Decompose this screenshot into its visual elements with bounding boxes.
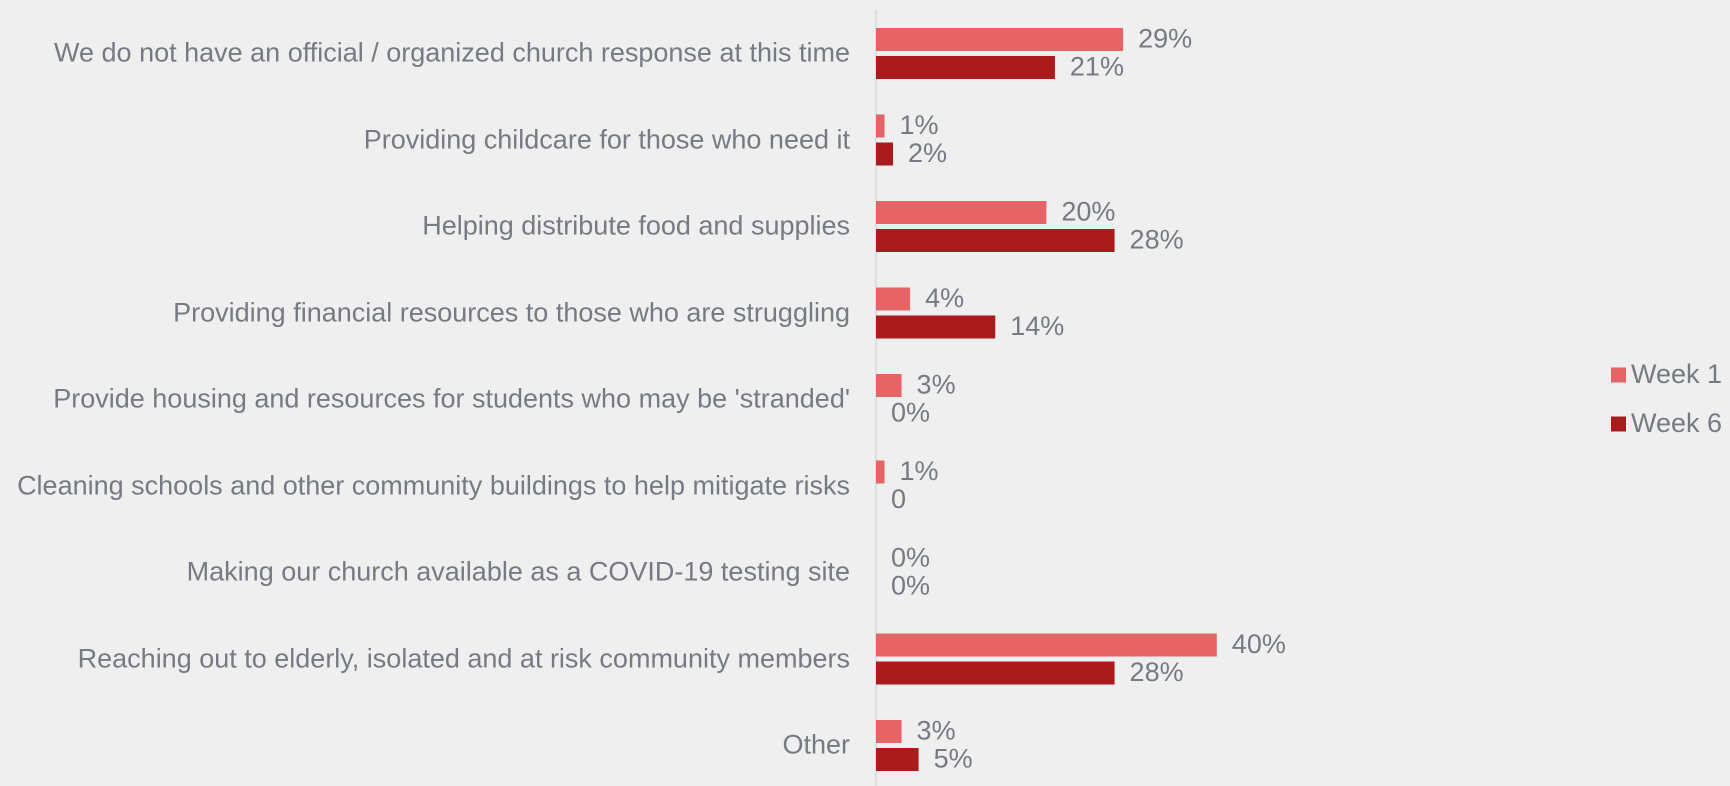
data-label: 21%: [1070, 52, 1124, 82]
bar: [876, 229, 1115, 252]
data-label: 4%: [925, 283, 964, 313]
category-label: Helping distribute food and supplies: [422, 210, 850, 241]
category-label: Other: [782, 729, 850, 760]
bar: [876, 56, 1055, 79]
bar: [876, 720, 902, 743]
bar: [876, 315, 996, 339]
bar: [876, 142, 894, 166]
data-label: 1%: [900, 456, 939, 486]
category-label: Providing financial resources to those w…: [173, 297, 850, 327]
legend-label: Week 6: [1631, 408, 1722, 438]
data-label: 1%: [900, 110, 939, 140]
legend-swatch: [1611, 367, 1626, 383]
bar: [876, 114, 885, 138]
data-label: 28%: [1130, 657, 1184, 687]
data-label: 0%: [891, 571, 930, 601]
data-label: 20%: [1061, 197, 1115, 227]
data-label: 0%: [891, 543, 930, 573]
data-label: 3%: [917, 370, 956, 400]
data-label: 29%: [1138, 24, 1192, 54]
bar: [876, 633, 1217, 657]
category-label: We do not have an official / organized c…: [54, 37, 850, 68]
data-label: 0: [891, 484, 906, 514]
data-label: 3%: [917, 716, 956, 746]
legend-swatch: [1611, 416, 1626, 432]
category-label: Reaching out to elderly, isolated and at…: [77, 643, 850, 673]
data-label: 40%: [1232, 629, 1286, 659]
bar: [876, 661, 1115, 685]
data-label: 5%: [934, 744, 973, 774]
bar: [876, 460, 885, 484]
category-label: Provide housing and resources for studen…: [53, 383, 850, 414]
bar: [876, 201, 1047, 224]
category-label: Providing childcare for those who need i…: [363, 124, 850, 154]
data-label: 14%: [1010, 311, 1064, 341]
bar: [876, 287, 911, 311]
bar: [876, 28, 1124, 51]
category-label: Making our church available as a COVID-1…: [186, 556, 850, 587]
data-label: 0%: [891, 398, 930, 428]
data-label: 2%: [908, 138, 947, 168]
legend-label: Week 1: [1631, 359, 1722, 389]
bar: [876, 374, 902, 397]
bar: [876, 748, 919, 771]
data-label: 28%: [1130, 225, 1184, 255]
category-label: Cleaning schools and other community bui…: [17, 470, 850, 500]
